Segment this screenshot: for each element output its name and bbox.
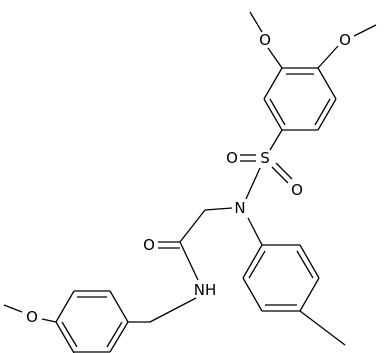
bond: [317, 45, 339, 69]
bond: [296, 250, 314, 279]
bond: [179, 209, 206, 243]
bond: [271, 166, 289, 184]
bond: [204, 207, 233, 211]
bond: [249, 11, 263, 33]
bond: [109, 321, 129, 353]
bond: [242, 244, 263, 279]
atom-label: O: [291, 181, 303, 199]
atom-label: NH: [194, 281, 217, 299]
atom-label: O: [339, 31, 351, 49]
bond: [242, 277, 263, 312]
bond: [55, 290, 75, 323]
bond: [245, 167, 261, 200]
bond: [299, 244, 320, 279]
bond: [267, 47, 283, 69]
bond: [353, 24, 377, 37]
bond: [248, 250, 266, 279]
bond: [61, 321, 78, 348]
bond: [55, 321, 75, 353]
bond: [109, 290, 129, 323]
bonds: [3, 11, 377, 353]
bond: [299, 277, 320, 312]
bond: [3, 304, 23, 313]
bond: [269, 98, 286, 126]
bond: [41, 318, 57, 323]
bond: [263, 67, 283, 100]
atom-label: O: [259, 31, 271, 49]
bond: [275, 162, 293, 180]
bond: [263, 98, 283, 131]
bond: [269, 129, 283, 151]
atom-label: O: [26, 308, 38, 326]
bond: [179, 241, 199, 281]
bond: [317, 67, 337, 100]
bond: [317, 98, 337, 131]
bond: [299, 310, 346, 346]
atom-label: N: [234, 199, 245, 217]
atom-label: S: [260, 149, 270, 167]
bond: [247, 217, 263, 246]
atom-labels: O O S O O N O NH O: [26, 31, 351, 326]
bond: [314, 98, 331, 126]
bond: [106, 321, 123, 348]
atom-label: O: [226, 149, 238, 167]
bond: [149, 297, 197, 323]
atom-label: O: [143, 236, 155, 254]
